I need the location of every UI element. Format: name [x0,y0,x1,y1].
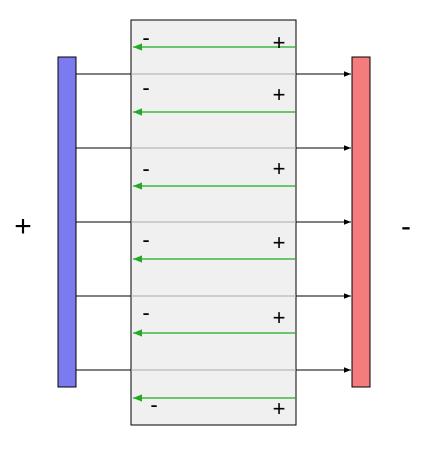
positive-charge-sign: + [273,305,286,330]
negative-charge-sign: - [142,300,149,325]
positive-charge-sign: + [273,82,286,107]
negative-charge-sign: - [150,392,157,417]
dipole-charges: - + - + - + - + - + - + [142,25,285,421]
internal-field-arrows [133,43,296,402]
right-plate-sign: - [401,210,411,243]
positive-charge-sign: + [273,396,286,421]
negative-charge-sign: - [142,227,149,252]
external-field-lines [76,71,351,373]
negative-charge-sign: - [142,75,149,100]
positive-plate [57,56,77,388]
negative-plate [351,56,371,388]
left-plate-sign: + [14,210,32,243]
positive-charge-sign: + [273,156,286,181]
negative-charge-sign: - [142,25,149,50]
positive-charge-sign: + [273,30,286,55]
positive-charge-sign: + [273,230,286,255]
negative-charge-sign: - [142,156,149,181]
